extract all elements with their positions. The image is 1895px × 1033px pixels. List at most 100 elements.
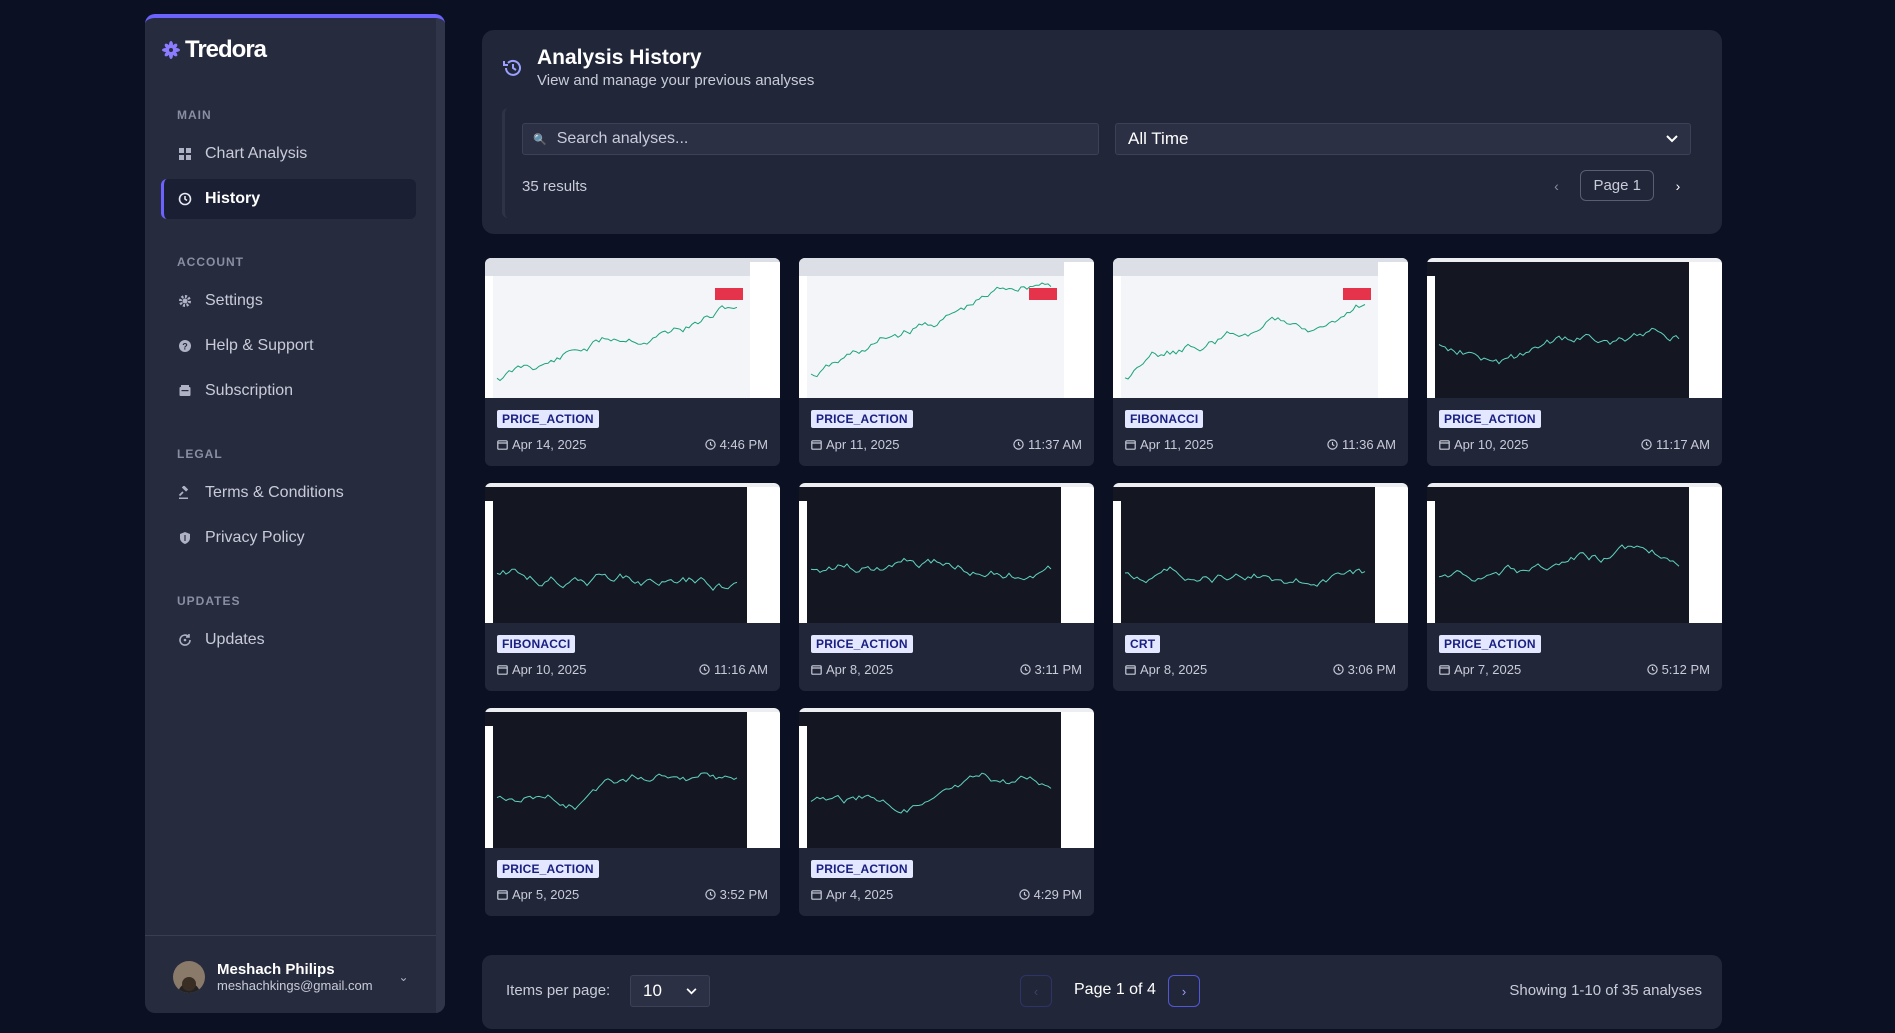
prev-page-button[interactable]: ‹: [1020, 975, 1052, 1007]
analysis-card[interactable]: CRT Apr 8, 2025 3:06 PM: [1113, 483, 1408, 691]
card-meta: Apr 10, 2025 11:17 AM: [1439, 437, 1710, 452]
filter-panel: 🔍 All Time 35 results ‹ Page 1 ›: [502, 108, 1702, 218]
sidebar-scrollbar[interactable]: [436, 18, 445, 1013]
user-menu[interactable]: Meshach Philips meshachkings@gmail.com ⌄: [145, 935, 436, 1013]
analysis-card[interactable]: FIBONACCI Apr 11, 2025 11:36 AM: [1113, 258, 1408, 466]
showing-summary: Showing 1-10 of 35 analyses: [1509, 982, 1702, 999]
chevron-down-icon: [1666, 135, 1678, 143]
analysis-card[interactable]: PRICE_ACTION Apr 11, 2025 11:37 AM: [799, 258, 1094, 466]
chart-thumbnail: [1427, 258, 1722, 398]
chevron-down-icon[interactable]: ⌄: [398, 969, 409, 984]
analysis-card[interactable]: PRICE_ACTION Apr 4, 2025 4:29 PM: [799, 708, 1094, 916]
clock-icon: [1327, 439, 1338, 450]
clock-icon: [1641, 439, 1652, 450]
sidebar-item-subscription[interactable]: Subscription: [161, 371, 416, 411]
dashboard-icon: [177, 146, 193, 162]
analysis-card[interactable]: PRICE_ACTION Apr 5, 2025 3:52 PM: [485, 708, 780, 916]
analysis-card[interactable]: PRICE_ACTION Apr 7, 2025 5:12 PM: [1427, 483, 1722, 691]
sidebar-item-settings[interactable]: Settings: [161, 281, 416, 321]
date-field: Apr 8, 2025: [811, 662, 893, 677]
calendar-icon: [811, 665, 822, 675]
search-input[interactable]: [556, 130, 1077, 148]
analysis-time: 5:12 PM: [1661, 662, 1710, 677]
analysis-date: Apr 7, 2025: [1454, 662, 1522, 677]
section-title-main: MAIN: [177, 108, 212, 122]
analysis-time: 11:17 AM: [1656, 437, 1710, 452]
card-meta: Apr 7, 2025 5:12 PM: [1439, 662, 1710, 677]
calendar-icon: [1439, 440, 1450, 450]
card-meta: Apr 11, 2025 11:36 AM: [1125, 437, 1396, 452]
user-name: Meshach Philips: [217, 960, 335, 978]
analysis-time: 3:52 PM: [719, 887, 768, 902]
chart-thumbnail: [1113, 258, 1408, 398]
time-field: 3:06 PM: [1332, 662, 1396, 677]
date-field: Apr 7, 2025: [1439, 662, 1521, 677]
sidebar-item-help[interactable]: ? Help & Support: [161, 326, 416, 366]
analysis-date: Apr 10, 2025: [1454, 437, 1529, 452]
chart-thumbnail: [1113, 483, 1408, 623]
items-per-page-select[interactable]: 10: [630, 975, 710, 1007]
top-pagination: ‹ Page 1 ›: [1546, 170, 1688, 201]
next-page-button[interactable]: ›: [1675, 177, 1681, 194]
calendar-icon: [811, 440, 822, 450]
sidebar-item-label: Help & Support: [205, 337, 314, 354]
time-field: 11:17 AM: [1641, 437, 1710, 452]
pagination-footer: Items per page: 10 ‹ Page 1 of 4 › Showi…: [482, 955, 1722, 1029]
time-field: 11:16 AM: [699, 662, 768, 677]
strategy-badge: PRICE_ACTION: [811, 860, 913, 878]
calendar-icon: [497, 890, 508, 900]
analysis-date: Apr 5, 2025: [512, 887, 580, 902]
current-page-badge: Page 1: [1580, 170, 1654, 201]
analysis-card[interactable]: PRICE_ACTION Apr 8, 2025 3:11 PM: [799, 483, 1094, 691]
sidebar-item-updates[interactable]: Updates: [161, 620, 416, 660]
chart-thumbnail: [485, 258, 780, 398]
analysis-card[interactable]: PRICE_ACTION Apr 14, 2025 4:46 PM: [485, 258, 780, 466]
analysis-time: 11:36 AM: [1342, 437, 1396, 452]
clock-icon: [704, 439, 716, 450]
strategy-badge: PRICE_ACTION: [497, 860, 599, 878]
sidebar-item-chart-analysis[interactable]: Chart Analysis: [161, 134, 416, 174]
calendar-icon: [1439, 665, 1450, 675]
card-meta: Apr 5, 2025 3:52 PM: [497, 887, 768, 902]
card-meta: Apr 8, 2025 3:06 PM: [1125, 662, 1396, 677]
sidebar-item-label: Privacy Policy: [205, 529, 305, 546]
analysis-date: Apr 10, 2025: [512, 662, 587, 677]
items-per-page-value: 10: [643, 981, 662, 1000]
card-meta: Apr 14, 2025 4:46 PM: [497, 437, 768, 452]
sidebar-item-terms[interactable]: Terms & Conditions: [161, 473, 416, 513]
logo[interactable]: Tredora: [161, 36, 267, 64]
history-icon: [503, 59, 521, 76]
help-icon: ?: [177, 338, 193, 354]
clock-icon: [1332, 664, 1344, 675]
sidebar-item-label: Settings: [205, 292, 263, 309]
prev-page-button[interactable]: ‹: [1554, 177, 1559, 194]
sidebar-item-label: Updates: [205, 631, 265, 648]
analysis-time: 3:06 PM: [1347, 662, 1396, 677]
analysis-date: Apr 14, 2025: [512, 437, 587, 452]
next-page-button[interactable]: ›: [1168, 975, 1200, 1007]
strategy-badge: PRICE_ACTION: [811, 635, 913, 653]
strategy-badge: PRICE_ACTION: [1439, 410, 1541, 428]
card-meta: Apr 11, 2025 11:37 AM: [811, 437, 1082, 452]
time-field: 5:12 PM: [1646, 662, 1710, 677]
sidebar-item-history[interactable]: History: [161, 179, 416, 219]
analysis-time: 4:29 PM: [1033, 887, 1082, 902]
strategy-badge: FIBONACCI: [1125, 410, 1204, 428]
section-title-updates: UPDATES: [177, 594, 241, 608]
time-filter-select[interactable]: All Time: [1115, 123, 1691, 155]
time-field: 3:11 PM: [1019, 662, 1082, 677]
sidebar-item-label: Terms & Conditions: [205, 484, 344, 501]
clock-icon: [704, 889, 716, 900]
results-count: 35 results: [522, 178, 588, 195]
search-icon: 🔍: [533, 133, 547, 146]
analysis-card[interactable]: FIBONACCI Apr 10, 2025 11:16 AM: [485, 483, 780, 691]
time-field: 4:29 PM: [1018, 887, 1082, 902]
items-per-page-label: Items per page:: [506, 982, 611, 999]
sidebar-item-privacy[interactable]: Privacy Policy: [161, 518, 416, 558]
date-field: Apr 10, 2025: [497, 662, 586, 677]
chart-thumbnail: [485, 708, 780, 848]
analysis-card[interactable]: PRICE_ACTION Apr 10, 2025 11:17 AM: [1427, 258, 1722, 466]
analysis-time: 3:11 PM: [1034, 662, 1082, 677]
logo-icon: [162, 41, 180, 59]
search-box[interactable]: 🔍: [522, 123, 1099, 155]
